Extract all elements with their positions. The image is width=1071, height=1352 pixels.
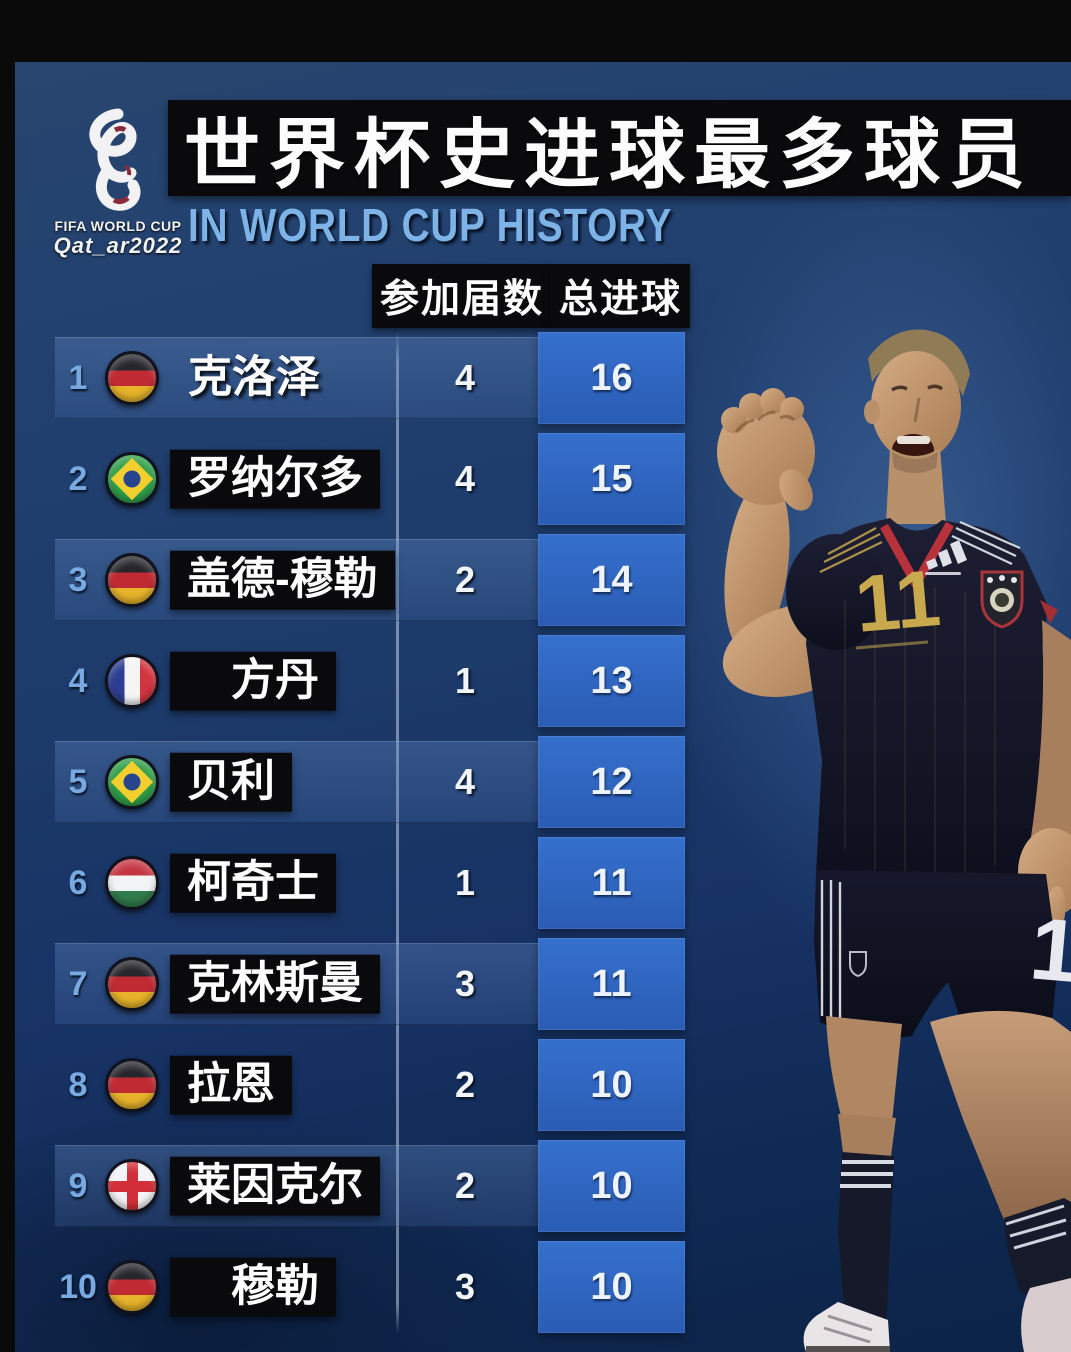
germany-flag-icon <box>105 1260 159 1314</box>
fifa-qatar-2022-emblem-icon <box>89 108 141 211</box>
rank-label: 7 <box>68 964 88 1003</box>
goals-value-box: 11 <box>538 837 685 929</box>
rank-label: 6 <box>68 863 88 902</box>
player-name: 方丹 <box>170 651 336 711</box>
goals-value-box: 10 <box>538 1241 685 1333</box>
appearances-value: 1 <box>454 660 476 701</box>
goals-value-box: 14 <box>538 534 685 626</box>
appearances-value: 4 <box>454 357 476 398</box>
player-name: 罗纳尔多 <box>170 449 380 509</box>
player-name: 莱因克尔 <box>170 1156 380 1216</box>
player-name: 柯奇士 <box>170 853 336 913</box>
appearances-value: 4 <box>454 458 476 499</box>
column-header-goals: 总进球 <box>551 264 691 328</box>
hungary-flag-icon <box>105 856 159 910</box>
england-flag-icon <box>105 1159 159 1213</box>
appearances-value: 2 <box>454 1165 476 1206</box>
goals-value-box: 11 <box>538 938 685 1030</box>
rank-label: 8 <box>68 1065 88 1104</box>
page-subtitle: IN WORLD CUP HISTORY <box>188 199 673 251</box>
table-row: 3 盖德-穆勒 2 14 <box>0 534 700 626</box>
germany-flag-icon <box>105 553 159 607</box>
goals-value-box: 15 <box>538 433 685 525</box>
fifa-world-cup-label: FIFA WORLD CUP <box>54 218 182 234</box>
table-row: 5 贝利 4 12 <box>0 736 700 828</box>
rank-label: 1 <box>68 358 88 397</box>
appearances-value: 3 <box>454 1266 476 1307</box>
goals-value-box: 13 <box>538 635 685 727</box>
shorts-number-1: 1 <box>1026 898 1071 1001</box>
goals-value-box: 16 <box>538 332 685 424</box>
player-name: 贝利 <box>170 752 292 812</box>
rank-label: 5 <box>68 762 88 801</box>
table-row: 8 拉恩 2 10 <box>0 1039 700 1131</box>
appearances-value: 2 <box>454 1064 476 1105</box>
player-celebration-photo: 11 1 <box>717 329 1071 1352</box>
table-row: 7 克林斯曼 3 11 <box>0 938 700 1030</box>
table-row: 10 穆勒 3 10 <box>0 1241 700 1333</box>
brazil-flag-icon <box>105 755 159 809</box>
player-name: 克林斯曼 <box>170 954 380 1014</box>
goals-value-box: 12 <box>538 736 685 828</box>
column-header-appearances: 参加届数 <box>372 264 553 328</box>
qatar-2022-label: Qat_ar2022 <box>53 233 183 258</box>
player-name: 盖德-穆勒 <box>170 550 395 610</box>
player-name: 穆勒 <box>170 1257 336 1317</box>
table-row: 4 方丹 1 13 <box>0 635 700 727</box>
title-band: 世界杯史进球最多球员 <box>168 100 1071 198</box>
rank-label: 9 <box>68 1166 88 1205</box>
adidas-logo <box>925 540 967 575</box>
legs <box>803 1010 1071 1352</box>
fifa-world-cup-logo: FIFA WORLD CUP Qat_ar2022 <box>48 104 188 259</box>
shorts: 1 <box>814 870 1071 1039</box>
appearances-value: 4 <box>454 761 476 802</box>
jersey: 11 <box>786 518 1058 891</box>
dfb-crest <box>980 570 1024 629</box>
jersey-number-11: 11 <box>852 553 944 649</box>
germany-flag-icon <box>105 957 159 1011</box>
appearances-value: 2 <box>454 559 476 600</box>
player-name: 克洛泽 <box>188 352 320 402</box>
appearances-value: 3 <box>454 963 476 1004</box>
germany-flag-icon <box>105 1058 159 1112</box>
column-divider-line <box>396 332 399 1334</box>
player-head <box>864 329 970 524</box>
player-name: 拉恩 <box>170 1055 292 1115</box>
appearances-value: 1 <box>454 862 476 903</box>
goals-value-box: 10 <box>538 1039 685 1131</box>
table-row: 2 罗纳尔多 4 15 <box>0 433 700 525</box>
france-flag-icon <box>105 654 159 708</box>
goals-value-box: 10 <box>538 1140 685 1232</box>
table-row: 1 克洛泽 4 16 <box>0 332 700 424</box>
rank-label: 2 <box>68 459 88 498</box>
page-title: 世界杯史进球最多球员 <box>184 113 1034 198</box>
brazil-flag-icon <box>105 452 159 506</box>
rank-label: 3 <box>68 560 88 599</box>
table-row: 6 柯奇士 1 11 <box>0 837 700 929</box>
table-row: 9 莱因克尔 2 10 <box>0 1140 700 1232</box>
germany-flag-icon <box>105 351 159 405</box>
rank-label: 4 <box>68 661 88 700</box>
rank-label: 10 <box>59 1267 97 1306</box>
